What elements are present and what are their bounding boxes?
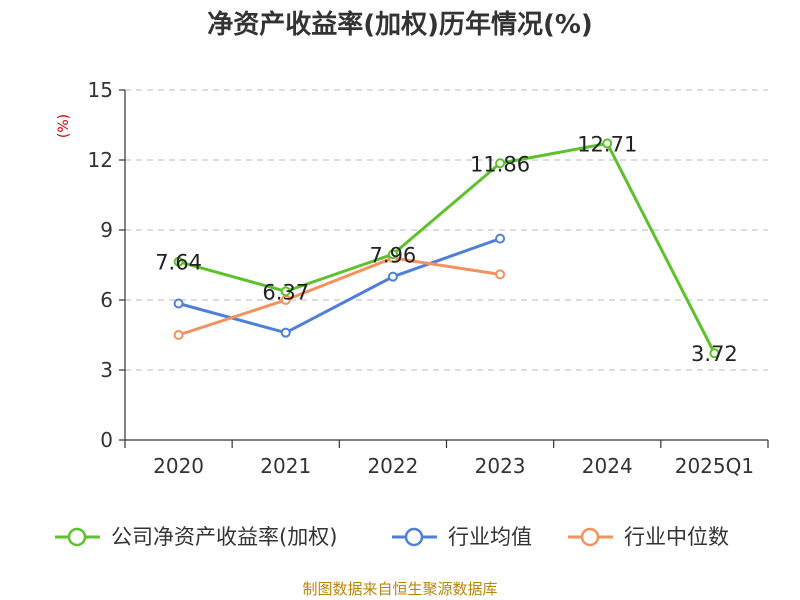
data-point[interactable] [280, 327, 291, 338]
x-tick-label: 2020 [153, 454, 204, 478]
data-label: 12.71 [577, 132, 637, 156]
y-tick-label: 6 [100, 288, 113, 312]
legend-swatch-marker [580, 527, 600, 547]
data-labels: 7.64 6.37 7.96 11.86 12.71 3.72 [155, 132, 738, 366]
y-tick-label: 3 [100, 358, 113, 382]
legend-item-2[interactable]: 行业中位数 [568, 525, 729, 549]
data-point[interactable] [173, 256, 184, 267]
gridlines [125, 89, 768, 371]
source-note: 制图数据来自恒生聚源数据库 [302, 580, 497, 598]
y-tick-label: 9 [100, 218, 113, 242]
data-point[interactable] [387, 249, 398, 260]
data-label: 7.96 [370, 243, 417, 267]
legend[interactable]: 公司净资产收益率(加权) 行业均值 行业中位数 [55, 525, 729, 549]
chart-title: 净资产收益率(加权)历年情况(%) [207, 9, 593, 40]
y-tick-label: 0 [100, 428, 113, 452]
data-point[interactable] [387, 271, 398, 282]
series-group [173, 138, 720, 359]
x-tick-label: 2022 [367, 454, 418, 478]
data-point[interactable] [280, 286, 291, 297]
x-tick-label: 2023 [475, 454, 526, 478]
data-label: 7.64 [155, 251, 202, 275]
axes: 0 3 6 9 12 15 2020 2021 2022 2023 2024 2025Q1 [88, 78, 769, 478]
y-tick-label: 12 [88, 148, 113, 172]
data-point[interactable] [495, 233, 506, 244]
y-tick-label: 15 [88, 78, 113, 102]
data-point[interactable] [173, 330, 184, 340]
y-axis-title: (%) [56, 114, 72, 138]
data-point[interactable] [495, 269, 506, 280]
data-point[interactable] [495, 158, 506, 169]
legend-label: 行业均值 [448, 525, 532, 549]
data-label: 6.37 [262, 280, 309, 304]
legend-item-0[interactable]: 公司净资产收益率(加权) [55, 525, 337, 549]
legend-item-1[interactable]: 行业均值 [392, 525, 532, 549]
x-tick-label: 2021 [260, 454, 311, 478]
legend-label: 行业中位数 [624, 525, 729, 549]
legend-swatch-marker [67, 527, 87, 547]
data-label: 11.86 [470, 152, 530, 176]
series-line-2 [178, 256, 501, 337]
data-point[interactable] [709, 348, 720, 359]
legend-swatch-marker [404, 527, 424, 547]
data-point[interactable] [173, 298, 184, 309]
x-tick-label: 2024 [582, 454, 633, 478]
x-tick-label: 2025Q1 [675, 454, 754, 478]
data-point[interactable] [602, 138, 613, 149]
legend-label: 公司净资产收益率(加权) [111, 525, 337, 549]
series-line-0 [178, 141, 716, 354]
data-label: 3.72 [691, 342, 738, 366]
